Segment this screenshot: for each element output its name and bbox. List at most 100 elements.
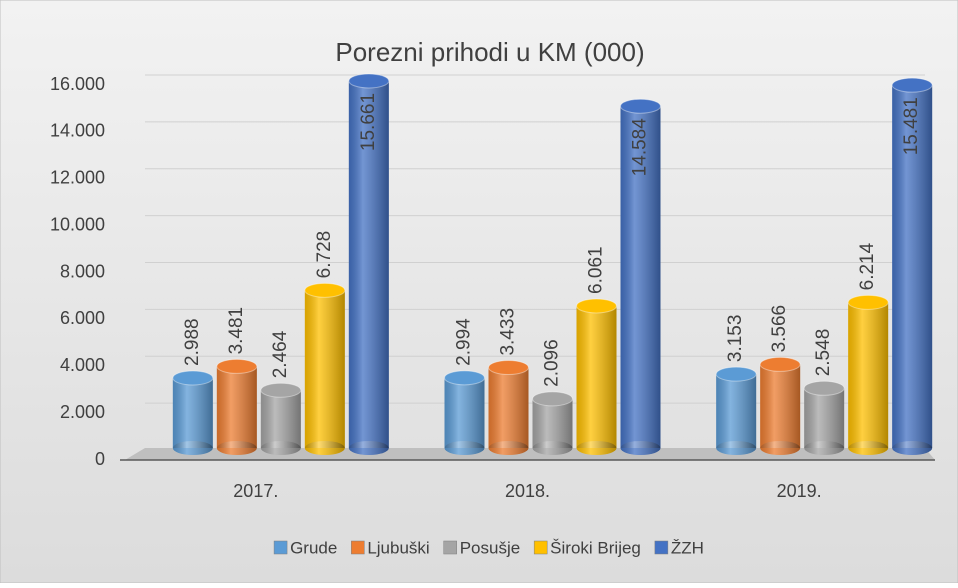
y-tick-label: 0 — [95, 449, 105, 469]
data-label: 6.061 — [586, 246, 607, 294]
bar-top — [803, 380, 845, 396]
bar-shade — [848, 302, 889, 448]
bar-shade — [260, 390, 301, 448]
legend-swatch — [273, 540, 288, 555]
bar-bottom-shade — [216, 441, 257, 455]
bar — [532, 391, 573, 455]
y-tick-label: 6.000 — [60, 308, 105, 328]
bar-bottom-shade — [760, 441, 801, 455]
bar-bottom-shade — [892, 441, 933, 455]
legend: Grude Ljubuški Posušje Široki Brijeg ŽZH — [273, 538, 704, 557]
bar-bottom-shade — [260, 441, 301, 455]
y-tick-label: 16.000 — [50, 74, 105, 94]
legend-swatch — [533, 540, 548, 555]
legend-label: Ljubuški — [367, 538, 429, 557]
bar — [620, 98, 661, 455]
bar-bottom-shade — [804, 441, 845, 455]
bar-top — [847, 294, 889, 310]
data-label: 15.661 — [358, 93, 379, 151]
bar — [260, 382, 302, 455]
bar-top — [216, 358, 258, 374]
bar — [216, 358, 258, 455]
bar-bottom-shade — [444, 441, 485, 455]
data-label: 2.994 — [454, 318, 475, 366]
x-tick-label: 2019. — [777, 481, 822, 501]
y-tick-label: 14.000 — [50, 121, 105, 141]
bar-shade — [576, 305, 617, 448]
bar — [488, 360, 529, 455]
data-label: 15.481 — [901, 97, 922, 155]
legend-swatch — [351, 540, 365, 555]
legend-swatch — [443, 540, 457, 555]
bar — [172, 370, 214, 455]
bar-top — [759, 356, 801, 372]
bar-shade — [760, 364, 801, 448]
bar — [576, 298, 617, 455]
bar-shade — [348, 80, 389, 448]
bar-shade — [716, 374, 757, 448]
y-tick-label: 8.000 — [60, 261, 105, 281]
bar-shade — [488, 367, 529, 448]
data-label: 3.481 — [226, 307, 247, 355]
y-tick-label: 2.000 — [60, 402, 105, 422]
bar-shade — [444, 377, 485, 448]
bar-top — [304, 282, 346, 298]
legend-label: Široki Brijeg — [550, 538, 641, 557]
data-label: 3.566 — [769, 305, 790, 353]
bar-top — [715, 366, 757, 382]
bar-bottom-shade — [716, 441, 757, 455]
y-tick-label: 12.000 — [50, 168, 105, 188]
bar — [715, 366, 757, 455]
bar-top — [532, 391, 573, 407]
bar-shade — [216, 366, 257, 448]
x-tick-label: 2017. — [233, 481, 278, 501]
data-label: 3.433 — [498, 308, 519, 356]
bar-shade — [172, 377, 213, 448]
legend-label: Posušje — [460, 538, 520, 557]
bar-shade — [620, 106, 661, 448]
chart-title: Porezni prihodi u KM (000) — [335, 37, 644, 67]
bar-top — [172, 370, 214, 386]
y-tick-label: 10.000 — [50, 214, 105, 234]
bar-bottom-shade — [620, 441, 661, 455]
bar — [803, 380, 845, 455]
data-label: 6.728 — [314, 231, 335, 279]
x-tick-label: 2018. — [505, 481, 550, 501]
bar-top — [620, 98, 661, 114]
bar-bottom-shade — [532, 441, 573, 455]
bar — [348, 73, 390, 455]
bar-shade — [892, 85, 933, 448]
data-label: 2.464 — [270, 330, 291, 378]
bar — [759, 356, 801, 455]
bar-top — [444, 370, 485, 386]
legend-label: Grude — [290, 538, 337, 557]
bar-bottom-shade — [348, 441, 389, 455]
legend-swatch — [654, 540, 669, 555]
bar-top — [488, 360, 529, 376]
bar-top — [348, 73, 390, 89]
data-label: 2.548 — [813, 329, 834, 377]
bar-bottom-shade — [576, 441, 617, 455]
bar-shade — [304, 290, 345, 448]
bar-top — [260, 382, 302, 398]
data-label: 14.584 — [630, 118, 651, 177]
bar — [304, 282, 346, 455]
bar-top — [891, 77, 933, 93]
bar-bottom-shade — [488, 441, 529, 455]
bar — [444, 370, 485, 455]
bar-shade — [804, 388, 845, 448]
data-label: 6.214 — [857, 242, 878, 290]
bar-top — [576, 298, 617, 314]
y-tick-label: 4.000 — [60, 355, 105, 375]
bar — [891, 77, 933, 455]
bar-bottom-shade — [172, 441, 213, 455]
bar-bottom-shade — [304, 441, 345, 455]
bar — [847, 294, 889, 455]
data-label: 3.153 — [725, 315, 746, 363]
bar-bottom-shade — [848, 441, 889, 455]
data-label: 2.988 — [182, 318, 203, 366]
data-label: 2.096 — [542, 339, 563, 387]
legend-label: ŽZH — [671, 538, 704, 557]
